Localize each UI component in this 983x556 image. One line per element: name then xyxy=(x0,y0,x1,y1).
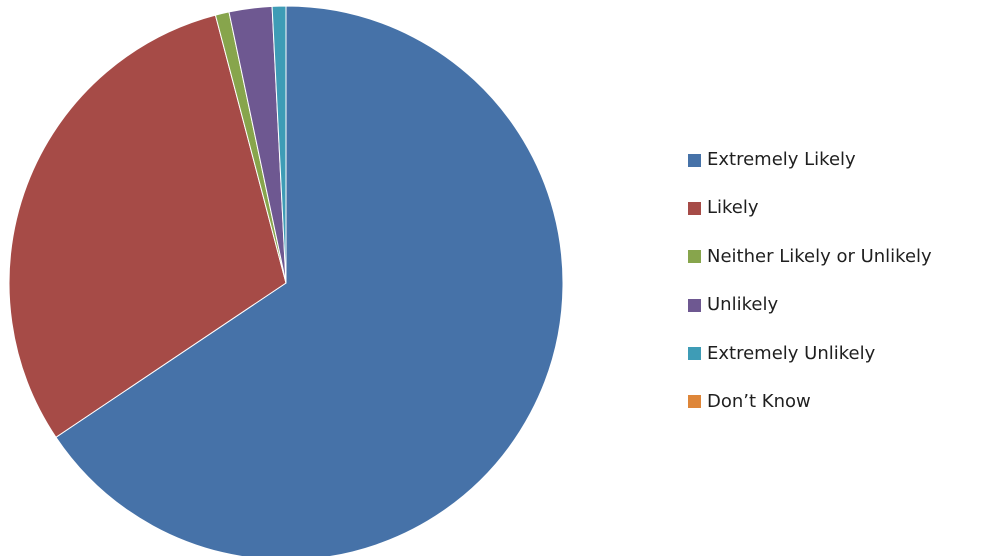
legend-swatch-extremely-likely xyxy=(688,153,701,167)
legend-item-extremely-unlikely: Extremely Unlikely xyxy=(688,342,980,366)
pie-slice-extremely-likely xyxy=(55,5,564,556)
legend-swatch-neither xyxy=(688,250,701,264)
legend-swatch-extremely-unlikely xyxy=(688,347,701,361)
pie-slices xyxy=(8,5,564,556)
legend-label-likely: Likely xyxy=(707,197,759,219)
legend-item-likely: Likely xyxy=(688,196,980,220)
legend-label-unlikely: Unlikely xyxy=(707,294,779,316)
legend-label-extremely-likely: Extremely Likely xyxy=(707,149,856,170)
legend-swatch-dont-know xyxy=(688,395,701,409)
legend-label-extremely-unlikely: Extremely Unlikely xyxy=(707,342,876,364)
legend-item-dont-know: Don’t Know xyxy=(688,390,980,414)
legend-item-unlikely: Unlikely xyxy=(688,293,980,317)
legend-swatch-unlikely xyxy=(688,298,701,312)
legend-item-neither: Neither Likely or Unlikely xyxy=(688,245,980,269)
legend-label-dont-know: Don’t Know xyxy=(707,390,811,412)
legend-item-extremely-likely: Extremely Likely xyxy=(688,148,980,172)
legend-label-neither: Neither Likely or Unlikely xyxy=(707,245,932,267)
legend-swatch-likely xyxy=(688,201,701,215)
pie-slice-extremely-unlikely xyxy=(271,5,287,284)
legend: Extremely Likely Likely Neither Likely o… xyxy=(688,148,980,438)
pie-slice-likely xyxy=(8,14,287,438)
